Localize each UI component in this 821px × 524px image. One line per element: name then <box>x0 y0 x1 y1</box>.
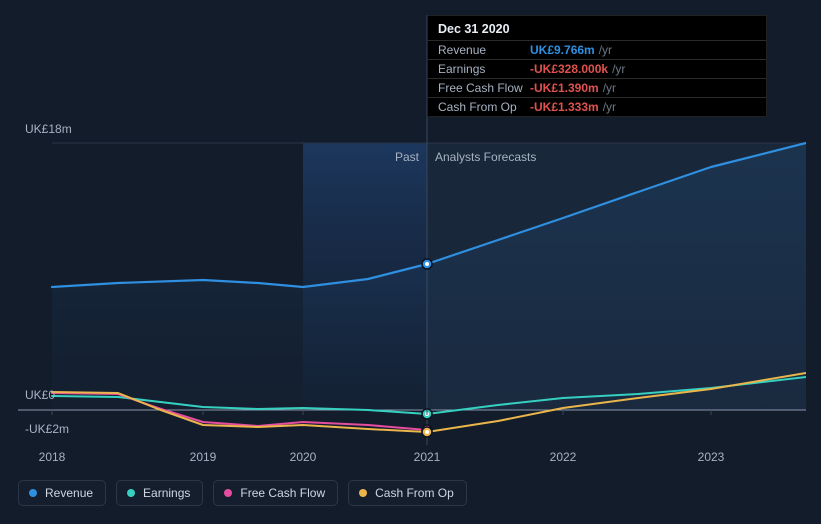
legend-dot <box>359 489 367 497</box>
tooltip-row-unit: /yr <box>599 43 612 57</box>
forecast-label: Analysts Forecasts <box>435 150 536 164</box>
legend-dot <box>127 489 135 497</box>
tooltip-row-label: Earnings <box>438 62 530 76</box>
legend-label: Free Cash Flow <box>240 486 325 500</box>
legend-item-fcf[interactable]: Free Cash Flow <box>213 480 338 506</box>
legend-item-earnings[interactable]: Earnings <box>116 480 203 506</box>
chart-tooltip: Dec 31 2020 RevenueUK£9.766m/yrEarnings-… <box>427 15 767 117</box>
legend-dot <box>224 489 232 497</box>
tooltip-row-unit: /yr <box>612 62 625 76</box>
tooltip-row: Cash From Op-UK£1.333m/yr <box>428 97 766 116</box>
legend-item-cfo[interactable]: Cash From Op <box>348 480 467 506</box>
tooltip-row: RevenueUK£9.766m/yr <box>428 40 766 59</box>
y-axis-label: UK£0 <box>25 388 55 402</box>
tooltip-row: Free Cash Flow-UK£1.390m/yr <box>428 78 766 97</box>
tooltip-row-unit: /yr <box>603 100 616 114</box>
legend-label: Revenue <box>45 486 93 500</box>
legend-label: Cash From Op <box>375 486 454 500</box>
x-axis-label: 2020 <box>290 450 317 464</box>
financials-chart: UK£18m UK£0 -UK£2m Past Analysts Forecasts… <box>18 15 806 510</box>
legend-item-revenue[interactable]: Revenue <box>18 480 106 506</box>
tooltip-row-label: Revenue <box>438 43 530 57</box>
x-axis-label: 2019 <box>190 450 217 464</box>
tooltip-row-value: UK£9.766m <box>530 43 595 57</box>
tooltip-row-value: -UK£328.000k <box>530 62 608 76</box>
tooltip-row-label: Free Cash Flow <box>438 81 530 95</box>
x-axis-label: 2023 <box>698 450 725 464</box>
tooltip-row: Earnings-UK£328.000k/yr <box>428 59 766 78</box>
legend-label: Earnings <box>143 486 190 500</box>
chart-legend: Revenue Earnings Free Cash Flow Cash From O… <box>18 480 467 506</box>
x-axis-labels: 2018 2019 2020 2021 2022 2023 <box>18 450 806 468</box>
past-label: Past <box>395 150 419 164</box>
x-axis-label: 2021 <box>414 450 441 464</box>
x-axis-label: 2022 <box>550 450 577 464</box>
tooltip-date: Dec 31 2020 <box>428 22 766 40</box>
y-axis-label: UK£18m <box>25 122 72 136</box>
tooltip-row-unit: /yr <box>603 81 616 95</box>
x-axis-label: 2018 <box>39 450 66 464</box>
tooltip-row-value: -UK£1.390m <box>530 81 599 95</box>
tooltip-row-value: -UK£1.333m <box>530 100 599 114</box>
tooltip-row-label: Cash From Op <box>438 100 530 114</box>
legend-dot <box>29 489 37 497</box>
y-axis-label: -UK£2m <box>25 422 69 436</box>
